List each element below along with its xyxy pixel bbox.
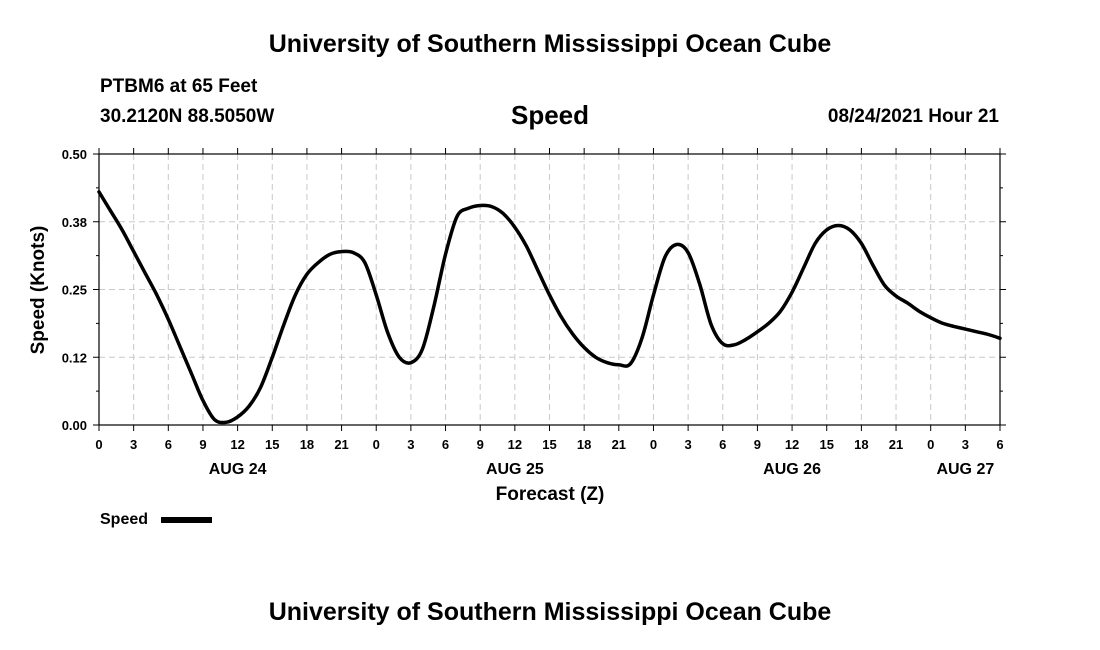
series-line-speed xyxy=(97,190,1002,425)
x-tick-label: 3 xyxy=(130,437,137,452)
x-axis-label: Forecast (Z) xyxy=(496,484,605,505)
x-tick-label: 6 xyxy=(719,437,726,452)
x-tick-label: 9 xyxy=(754,437,761,452)
x-tick-label: 21 xyxy=(612,437,626,452)
y-axis-ticks: 0.00 0.12 0.25 0.38 0.50 xyxy=(62,147,1006,433)
day-label: AUG 26 xyxy=(763,461,821,478)
legend: Speed xyxy=(100,511,212,528)
chart-title-bottom: University of Southern Mississippi Ocean… xyxy=(268,598,832,626)
day-labels: AUG 24 AUG 25 AUG 26 AUG 27 xyxy=(209,461,995,478)
x-tick-label: 0 xyxy=(95,437,102,452)
station-label: PTBM6 at 65 Feet xyxy=(100,76,258,97)
y-tick-label: 0.00 xyxy=(62,418,87,433)
y-axis-label: Speed (Knots) xyxy=(28,226,49,355)
x-tick-label: 15 xyxy=(819,437,833,452)
day-label: AUG 27 xyxy=(936,461,994,478)
x-tick-label: 0 xyxy=(373,437,380,452)
x-tick-label: 18 xyxy=(854,437,868,452)
legend-label: Speed xyxy=(100,511,148,528)
y-tick-label: 0.12 xyxy=(62,350,87,365)
x-tick-label: 12 xyxy=(230,437,244,452)
x-tick-label: 18 xyxy=(577,437,591,452)
x-tick-label: 9 xyxy=(199,437,206,452)
x-tick-label: 6 xyxy=(442,437,449,452)
x-tick-label: 9 xyxy=(477,437,484,452)
x-tick-label: 6 xyxy=(996,437,1003,452)
x-tick-label: 15 xyxy=(265,437,279,452)
x-tick-label: 21 xyxy=(334,437,348,452)
chart-title-top: University of Southern Mississippi Ocean… xyxy=(268,30,832,58)
x-tick-label: 3 xyxy=(684,437,691,452)
x-tick-label: 12 xyxy=(785,437,799,452)
x-tick-label: 3 xyxy=(962,437,969,452)
datetime-label: 08/24/2021 Hour 21 xyxy=(827,106,999,127)
day-label: AUG 25 xyxy=(486,461,544,478)
x-tick-label: 18 xyxy=(300,437,314,452)
parameter-title: Speed xyxy=(510,100,590,130)
x-tick-label: 21 xyxy=(889,437,903,452)
x-tick-label: 15 xyxy=(542,437,556,452)
x-tick-label: 12 xyxy=(508,437,522,452)
y-tick-label: 0.25 xyxy=(62,283,87,298)
x-tick-label: 0 xyxy=(927,437,934,452)
x-axis-ticks: 0 3 6 9 12 15 18 21 0 3 6 9 12 15 18 21 0 3 6 9 12 15 18 21 0 3 6 xyxy=(95,148,1004,452)
grid-lines xyxy=(99,154,1000,425)
y-tick-label: 0.50 xyxy=(62,147,87,162)
y-tick-label: 0.38 xyxy=(62,215,87,230)
coordinates-label: 30.2120N 88.5050W xyxy=(100,106,275,127)
x-tick-label: 0 xyxy=(650,437,657,452)
x-tick-label: 6 xyxy=(165,437,172,452)
day-label: AUG 24 xyxy=(209,461,267,478)
x-tick-label: 3 xyxy=(407,437,414,452)
